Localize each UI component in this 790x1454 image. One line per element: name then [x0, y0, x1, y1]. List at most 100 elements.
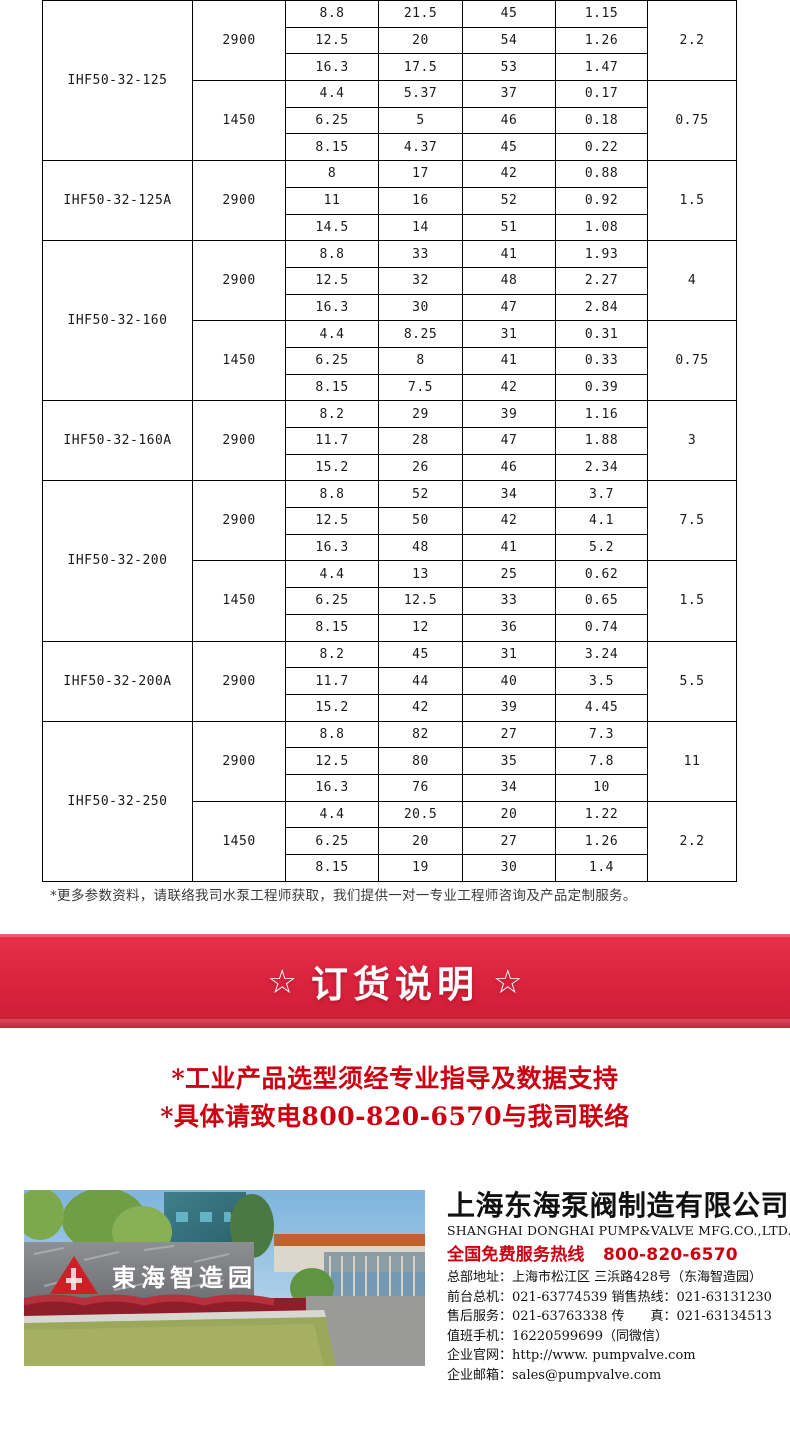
cell-power: 0.33 [555, 346, 648, 375]
cell-power: 0.18 [555, 106, 648, 135]
cell-efficiency: 25 [462, 560, 556, 589]
cell-power: 0.22 [555, 133, 648, 162]
cell-efficiency: 42 [462, 507, 556, 535]
cell-power: 0.62 [555, 560, 648, 589]
cell-flow: 12.5 [285, 747, 379, 775]
cell-flow: 15.2 [285, 453, 379, 482]
cell-head: 76 [378, 773, 463, 802]
cell-flow: 6.25 [285, 827, 379, 855]
cell-flow: 11.7 [285, 427, 379, 455]
cell-power: 7.8 [555, 747, 648, 775]
table-row: 1450 4.4 8.25 31 0.31 0.75 [43, 320, 737, 402]
cell-head: 4.37 [378, 133, 463, 162]
table-row: IHF50-32-200 2900 8.8 52 34 3.7 7.5 [42, 480, 737, 642]
table-row: 16.3 17.5 53 1.47 [43, 53, 737, 82]
banner-inner: ☆ 订货说明 ☆ [0, 934, 790, 1028]
cell-head: 20.5 [378, 800, 463, 829]
star-icon-left: ☆ [267, 962, 297, 1000]
table-row: IHF50-32-250 2900 8.8 82 27 7.3 11 [42, 720, 737, 882]
table-row: IHF50-32-125 2900 8.8 21.5 45 1.15 2.2 [42, 0, 737, 162]
cell-power: 7.3 [555, 720, 648, 749]
cell-power: 1.16 [555, 400, 648, 428]
cell-flow: 12.5 [285, 507, 379, 535]
cell-power: 0.65 [555, 587, 648, 615]
cell-power: 1.15 [555, 0, 648, 28]
cell-efficiency: 47 [462, 427, 556, 455]
contact-value: sales@pumpvalve.com [512, 1367, 662, 1383]
hotline-number: 800-820-6570 [602, 1245, 738, 1265]
table-row: 6.25 12.5 33 0.65 [43, 587, 737, 615]
cell-speed: 1450 [192, 320, 286, 402]
contact-label: 企业官网： [447, 1348, 513, 1363]
cell-speed: 2900 [192, 720, 286, 802]
cell-efficiency: 46 [462, 106, 556, 135]
cell-head: 52 [378, 480, 463, 509]
cell-head: 33 [378, 240, 463, 268]
cell-speed: 1450 [192, 800, 286, 882]
cell-power: 0.17 [555, 80, 648, 108]
cell-speed: 2900 [192, 240, 286, 322]
table-row: IHF50-32-160A 2900 8.2 29 39 1.16 3 [42, 400, 737, 482]
cell-motor-power: 2.2 [647, 0, 737, 82]
cell-flow: 8.8 [285, 720, 379, 749]
contact-value: 021-63774539 销售热线：021-63131230 [512, 1289, 772, 1305]
table-footnote: *更多参数资料，请联络我司水泵工程师获取，我们提供一对一专业工程师咨询及产品定制… [50, 888, 637, 904]
cell-head: 48 [378, 533, 463, 562]
cell-efficiency: 41 [462, 240, 556, 268]
cell-flow: 11 [285, 186, 379, 215]
cell-power: 3.24 [555, 640, 648, 669]
cell-power: 0.39 [555, 373, 648, 402]
cell-head: 45 [378, 640, 463, 669]
cell-head: 44 [378, 667, 463, 695]
table-row: IHF50-32-200A 2900 8.2 45 31 3.24 5.5 [42, 640, 737, 722]
cell-flow: 14.5 [285, 213, 379, 242]
cell-head: 32 [378, 266, 463, 295]
notice-line-2: *具体请致电800-820-6570与我司联络 [160, 1102, 630, 1131]
cell-efficiency: 45 [462, 133, 556, 162]
contact-label: 值班手机： [447, 1328, 513, 1344]
cell-power: 4.45 [555, 693, 648, 722]
cell-head: 82 [378, 720, 463, 749]
cell-efficiency: 30 [462, 854, 556, 882]
table-row: 6.25 8 41 0.33 [43, 346, 737, 375]
table-row: 11.7 44 40 3.5 [43, 667, 737, 695]
table-row: 6.25 20 27 1.26 [43, 827, 737, 855]
cell-efficiency: 53 [462, 53, 556, 82]
cell-flow: 12.5 [285, 26, 379, 55]
cell-speed: 2900 [192, 640, 286, 722]
contact-label: 企业邮箱： [447, 1367, 513, 1383]
cell-efficiency: 35 [462, 747, 556, 775]
cell-head: 13 [378, 560, 463, 589]
cell-efficiency: 34 [462, 773, 556, 802]
cell-efficiency: 34 [462, 480, 556, 509]
cell-motor-power: 7.5 [647, 480, 737, 562]
cell-flow: 6.25 [285, 106, 379, 135]
cell-motor-power: 4 [647, 240, 737, 322]
cell-head: 50 [378, 507, 463, 535]
company-name-en: SHANGHAI DONGHAI PUMP&VALVE MFG.CO.,LTD. [447, 1223, 790, 1238]
cell-flow: 8.15 [285, 613, 379, 642]
table-row: 1450 4.4 5.37 37 0.17 0.75 [43, 80, 737, 162]
cell-head: 80 [378, 747, 463, 775]
hotline-label: 全国免费服务热线 [447, 1245, 585, 1265]
pump-spec-table: IHF50-32-125 2900 8.8 21.5 45 1.15 2.2 12.5 20 54… [42, 0, 737, 882]
cell-speed: 2900 [192, 480, 286, 562]
cell-model: IHF50-32-250 [42, 720, 193, 882]
contact-line: 企业邮箱：sales@pumpvalve.com [447, 1366, 777, 1386]
cell-head: 8.25 [378, 320, 463, 348]
cell-model: IHF50-32-160A [42, 400, 193, 482]
contact-line: 售后服务：021-63763338 传 真：021-63134513 [447, 1307, 777, 1327]
cell-head: 29 [378, 400, 463, 428]
table-row: 12.5 50 42 4.1 [43, 507, 737, 535]
cell-motor-power: 5.5 [647, 640, 737, 722]
cell-model: IHF50-32-200A [42, 640, 193, 722]
company-name-cn: 上海东海泵阀制造有限公司 [447, 1189, 790, 1222]
cell-head: 16 [378, 186, 463, 215]
cell-power: 1.4 [555, 854, 648, 882]
pump-spec-table-wrapper: IHF50-32-125 2900 8.8 21.5 45 1.15 2.2 12.5 20 54… [42, 0, 737, 882]
order-notice-block: *工业产品选型须经专业指导及数据支持 *具体请致电800-820-6570与我司… [0, 1060, 790, 1136]
cell-efficiency: 48 [462, 266, 556, 295]
cell-efficiency: 40 [462, 667, 556, 695]
cell-model: IHF50-32-200 [42, 480, 193, 642]
table-row: 16.3 30 47 2.84 [43, 293, 737, 322]
